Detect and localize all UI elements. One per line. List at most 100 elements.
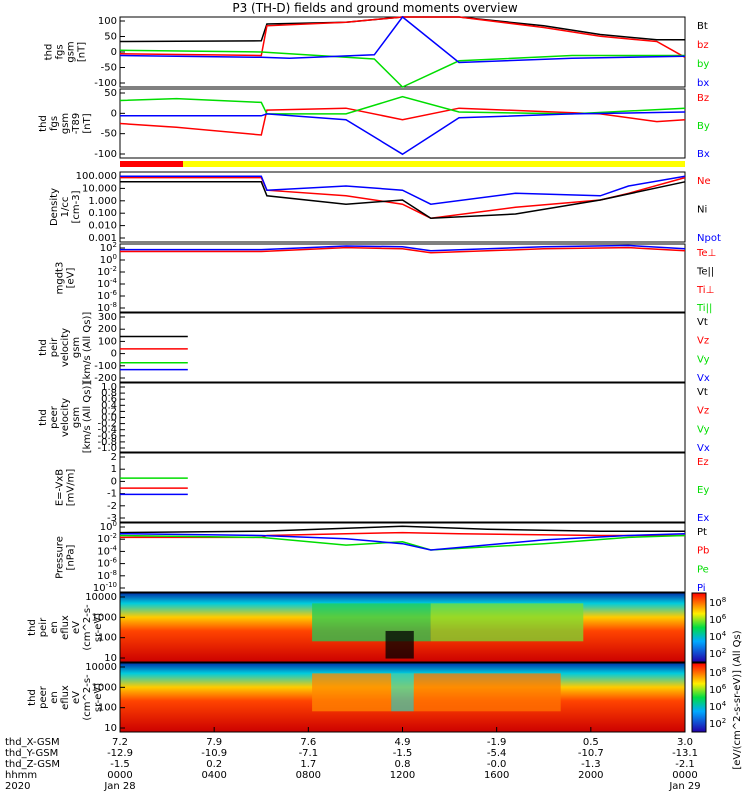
y-tick-label: 10000 [85,592,117,603]
spectrogram-band [430,603,584,642]
x-tick-label: -10.9 [201,748,227,759]
series-by [119,49,685,88]
y-tick-label: -100 [94,149,117,160]
legend-ex: Ex [697,513,709,524]
x-tick-label: 7.9 [206,737,222,748]
legend-bt: Bt [697,21,708,32]
x-tick-label: 1600 [484,770,509,781]
legend-vt: Vt [697,317,708,328]
y-tick-label: -0.2 [97,419,117,430]
y-tick-label: -100 [94,361,117,372]
y-tick-label: 1.000 [88,196,117,207]
x-tick-label: 7.2 [112,737,128,748]
y-axis-label: [nT] [82,113,93,133]
series-ne [120,176,686,219]
legend-npot: Npot [697,233,721,244]
x-row-label: thd_Y-GSM [5,748,58,759]
x-tick-label: 0.8 [395,759,411,770]
y-axis-label: peer [38,685,49,709]
y-tick-label: 100 [100,520,117,533]
legend-vx: Vx [697,373,710,384]
legend-bz: Bz [697,93,709,104]
y-axis-label: thd [38,409,49,426]
y-tick-label: 200 [98,324,117,335]
y-tick-label: 1 [111,464,117,475]
panel-frame [119,452,686,523]
y-tick-label: -0.8 [97,437,117,448]
y-axis-label: thd [27,619,38,636]
y-tick-label: -100 [94,78,117,89]
y-tick-label: 10 [104,723,117,734]
x-tick-label: 1.7 [300,759,316,770]
y-axis-label: fgs [55,44,66,59]
panel-frame [119,243,686,313]
series-pt [119,525,685,534]
x-tick-label: -1.5 [110,759,130,770]
x-row-label: thd_X-GSM [5,737,60,748]
y-axis-label: peer [49,405,60,429]
colorbar [691,662,707,733]
y-tick-label: 0.010 [88,221,117,232]
x-tick-label: Jan 29 [668,781,700,792]
y-tick-label: 0.0 [101,413,117,424]
y-axis-label: E=-VxB [55,469,66,506]
y-axis-label: eflux [60,615,71,640]
legend-bx: Bx [697,149,710,160]
series-pi [119,532,686,551]
legend-pb: Pb [697,546,709,557]
y-tick-label: -50 [101,63,117,74]
x-tick-label: 7.6 [300,737,316,748]
y-axis-label: sr-eV) [93,683,104,712]
y-tick-label: 1000 [92,682,117,693]
y-axis-label: velocity [60,398,71,437]
series-te [120,246,686,254]
y-tick-label: 1000 [92,612,117,623]
x-tick-label: 3.0 [677,737,693,748]
y-axis-label: thd [38,115,49,132]
colorbar [691,592,707,663]
series-bx [119,15,686,64]
y-axis-label: eflux [60,685,71,710]
series-bz [119,16,686,58]
y-axis-label: sr-eV) [93,613,104,642]
y-axis-label: [mV/m] [66,469,77,507]
series-pe [119,534,686,551]
x-row-label: hhmm [5,770,37,781]
series-bx [120,111,686,156]
y-tick-label: 102 [100,241,117,254]
y-tick-label: 1.0 [101,382,117,393]
y-tick-label: 2 [111,452,117,463]
x-tick-label: 0400 [201,770,226,781]
x-tick-label: -7.1 [299,748,319,759]
x-tick-label: -1.9 [487,737,507,748]
y-tick-label: -2 [107,501,117,512]
y-tick-label: 0 [111,47,117,58]
y-tick-label: 10-6 [97,557,117,570]
y-tick-label: 0 [111,108,117,119]
panel-frame [119,592,686,663]
y-axis-label: [eV] [66,268,77,289]
y-axis-label: 1/cc [60,197,71,218]
x-tick-label: -10.7 [578,748,604,759]
x-tick-label: 4.9 [395,737,411,748]
legend-pt: Pt [697,527,707,538]
y-axis-label: (cm^2-s- [82,604,93,651]
x-tick-label: -12.9 [107,748,133,759]
series-ni [120,181,686,219]
y-tick-label: 0.100 [88,208,117,219]
y-tick-label: 10-4 [97,544,117,557]
y-axis-label: peir [38,617,49,637]
y-tick-label: 10-10 [93,581,117,594]
x-tick-label: 1200 [390,770,415,781]
series-npot [120,175,686,205]
legend-ne: Ne [697,176,711,187]
y-axis-label: fgs [49,116,60,131]
x-row-label: thd_Z-GSM [5,759,60,770]
figure-title: P3 (TH-D) fields and ground moments over… [232,1,518,15]
y-tick-label: 0.001 [88,233,117,244]
x-tick-label: -5.4 [487,748,507,759]
series-bz [119,107,686,136]
colorbar-axis-label: [eV/(cm^2-s-sr-eV)] (All Qs) [732,630,743,769]
x-tick-label: -0.0 [487,759,507,770]
